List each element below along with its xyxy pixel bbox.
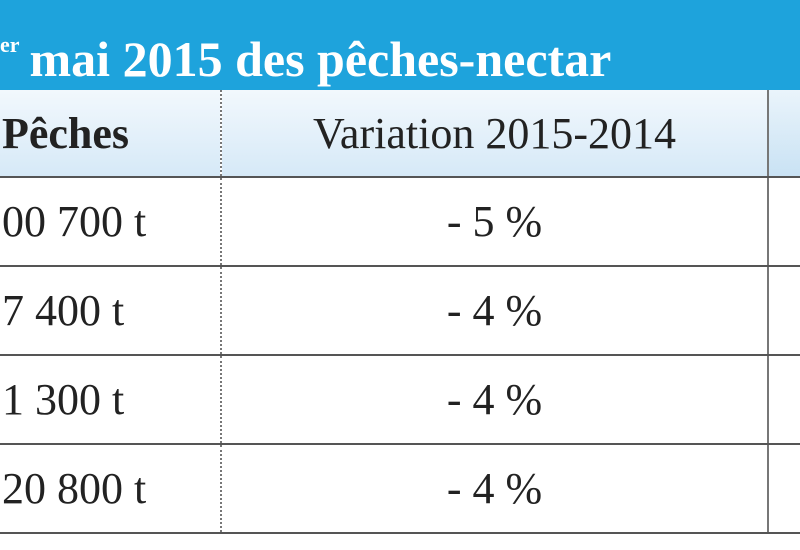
table-cell: - 5 % — [221, 177, 769, 267]
table-row: 00 700 t- 5 % — [0, 177, 800, 267]
header-cell-empty — [768, 90, 800, 178]
table-cell: - 4 % — [221, 444, 769, 534]
header-row: Pêches Variation 2015-2014 — [0, 90, 800, 178]
title-banner: er mai 2015 des pêches-nectar — [0, 0, 800, 90]
data-table: Pêches Variation 2015-2014 00 700 t- 5 % 7… — [0, 90, 800, 534]
title-superscript: er — [0, 32, 20, 57]
column-header: Pêches — [0, 90, 222, 178]
table-cell-empty — [768, 444, 800, 534]
table-cell-empty — [768, 177, 800, 267]
table-cell-empty — [768, 266, 800, 356]
table-row: 7 400 t- 4 % — [0, 266, 800, 356]
table-cell: 20 800 t — [0, 444, 222, 534]
table-body: 00 700 t- 5 % 7 400 t- 4 % 1 300 t- 4 % 20 … — [0, 177, 800, 534]
table-cell: 1 300 t — [0, 355, 222, 445]
table-cell-empty — [768, 355, 800, 445]
column-header: Variation 2015-2014 — [221, 90, 769, 178]
table-row: 20 800 t- 4 % — [0, 444, 800, 534]
table-cell: 00 700 t — [0, 177, 222, 267]
title: mai 2015 des pêches-nectar — [29, 31, 612, 87]
table-row: 1 300 t- 4 % — [0, 355, 800, 445]
table-cell: - 4 % — [221, 266, 769, 356]
table-cell: 7 400 t — [0, 266, 222, 356]
table-cell: - 4 % — [221, 355, 769, 445]
